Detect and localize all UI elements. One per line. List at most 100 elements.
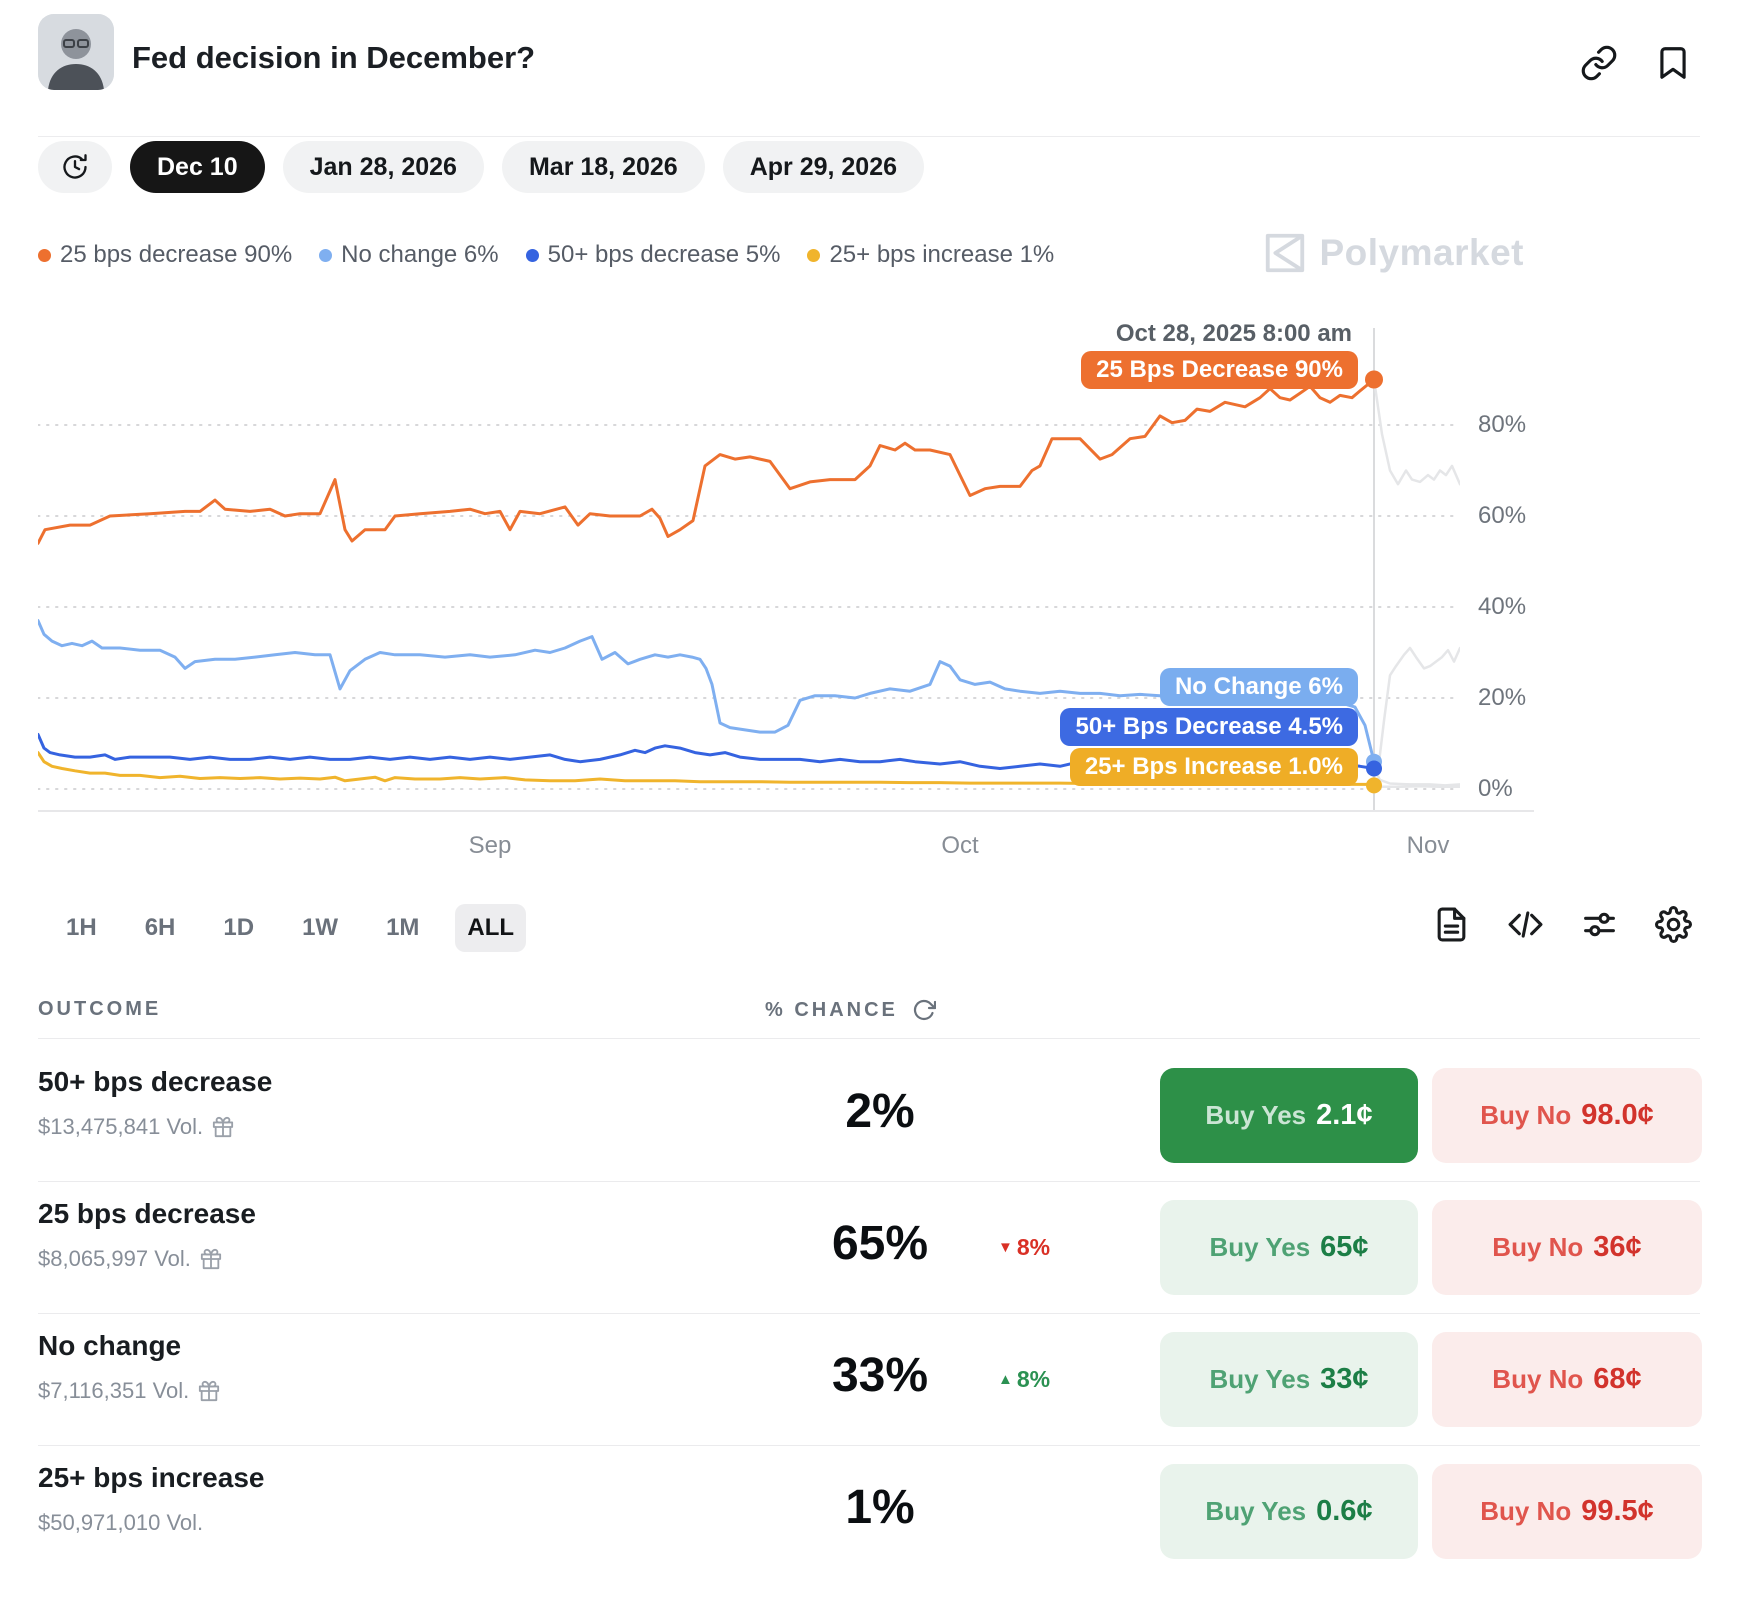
- date-tab[interactable]: Jan 28, 2026: [282, 141, 484, 193]
- buy-no-price: 68¢: [1593, 1363, 1642, 1395]
- hover-value-pill: 50+ Bps Decrease 4.5%: [1060, 708, 1358, 746]
- row-divider: [38, 1181, 1700, 1182]
- outcome-volume: $50,971,010 Vol.: [38, 1510, 203, 1536]
- bookmark-icon[interactable]: [1654, 44, 1692, 82]
- link-icon[interactable]: [1580, 44, 1618, 82]
- legend-dot-icon: [807, 248, 821, 262]
- legend-dot-icon: [38, 248, 51, 262]
- time-range-selector: 1H 6H 1D 1W 1M ALL: [54, 904, 527, 952]
- sliders-icon[interactable]: [1581, 906, 1618, 943]
- range-button-1h[interactable]: 1H: [66, 914, 97, 941]
- delta-value: 8%: [1016, 1234, 1051, 1260]
- buy-no-label: Buy No: [1480, 1100, 1572, 1130]
- clock-history-icon: [63, 154, 87, 179]
- chart-legend: 25 bps decrease 90% No change 6% 50+ bps d…: [38, 241, 1054, 269]
- chart-series-line: [38, 378, 1376, 545]
- volume-text: $7,116,351 Vol.: [38, 1378, 190, 1403]
- range-button-all[interactable]: ALL: [455, 904, 527, 952]
- chance-delta: ▲ 8%: [998, 1366, 1050, 1393]
- y-axis-tick-label: 60%: [1478, 502, 1527, 529]
- buy-no-label: Buy No: [1480, 1496, 1572, 1526]
- buy-yes-label: Buy Yes: [1209, 1232, 1311, 1262]
- x-axis-line: [38, 810, 1534, 812]
- outcome-volume: $7,116,351 Vol.: [38, 1378, 220, 1404]
- date-tabs: Dec 10 Jan 28, 2026 Mar 18, 2026 Apr 29, 20…: [38, 141, 925, 193]
- legend-item: No change 6%: [319, 241, 499, 269]
- history-tab[interactable]: [38, 141, 112, 193]
- date-tab[interactable]: Mar 18, 2026: [501, 141, 705, 193]
- delta-value: 8%: [1016, 1366, 1051, 1392]
- buy-yes-button[interactable]: Buy Yes 2.1¢: [1160, 1068, 1418, 1163]
- hover-value-pill: 25 Bps Decrease 90%: [1081, 351, 1358, 389]
- chart-series-line: [38, 751, 1376, 786]
- buy-no-label: Buy No: [1492, 1364, 1584, 1394]
- buy-yes-button[interactable]: Buy Yes 0.6¢: [1160, 1464, 1418, 1559]
- outcome-row: 50+ bps decrease $13,475,841 Vol. 2% Buy…: [0, 1050, 1738, 1182]
- outcome-name: 25 bps decrease: [38, 1198, 256, 1229]
- buy-no-button[interactable]: Buy No 98.0¢: [1432, 1068, 1702, 1163]
- gift-icon[interactable]: [212, 1116, 234, 1138]
- gear-icon[interactable]: [1655, 906, 1692, 943]
- hover-value-pill: No Change 6%: [1159, 668, 1358, 706]
- hover-point-dot: [1365, 370, 1383, 389]
- range-button-1d[interactable]: 1D: [223, 914, 255, 941]
- outcome-volume: $13,475,841 Vol.: [38, 1114, 234, 1140]
- chance-value: 65%: [831, 1217, 929, 1270]
- watermark-text: Polymarket: [1319, 232, 1524, 273]
- outcome-column-header: OUTCOME: [38, 998, 162, 1020]
- range-button-6h[interactable]: 6H: [144, 914, 176, 941]
- page-title: Fed decision in December?: [132, 40, 536, 75]
- buy-yes-button[interactable]: Buy Yes 33¢: [1160, 1332, 1418, 1427]
- outcome-row: 25 bps decrease $8,065,997 Vol. 65% ▼ 8%…: [0, 1182, 1738, 1314]
- probability-chart[interactable]: [38, 300, 1460, 812]
- outcome-name: No change: [38, 1330, 182, 1361]
- market-avatar: [38, 14, 114, 90]
- legend-label: 25 bps decrease 90%: [60, 241, 293, 268]
- legend-label: 25+ bps increase 1%: [829, 241, 1055, 268]
- header-divider: [38, 136, 1700, 137]
- y-axis-tick-label: 80%: [1478, 411, 1527, 438]
- chart-series-line: [38, 619, 1376, 764]
- polymarket-logo-icon: [1265, 233, 1304, 273]
- hover-point-dot: [1366, 760, 1382, 777]
- legend-item: 25 bps decrease 90%: [38, 241, 292, 269]
- gift-icon[interactable]: [198, 1380, 220, 1402]
- buy-no-button[interactable]: Buy No 99.5¢: [1432, 1464, 1702, 1559]
- row-divider: [38, 1445, 1700, 1446]
- row-divider: [38, 1313, 1700, 1314]
- legend-dot-icon: [525, 248, 539, 262]
- buy-no-label: Buy No: [1492, 1232, 1584, 1262]
- y-axis-tick-label: 20%: [1478, 684, 1527, 711]
- date-tab[interactable]: Dec 10: [130, 141, 265, 193]
- chance-value: 1%: [845, 1481, 915, 1534]
- legend-item: 25+ bps increase 1%: [807, 241, 1054, 269]
- x-axis-month-label: Nov: [1406, 832, 1450, 859]
- refresh-icon[interactable]: [912, 998, 936, 1022]
- range-button-1w[interactable]: 1W: [302, 914, 339, 941]
- buy-yes-price: 33¢: [1320, 1363, 1369, 1395]
- buy-yes-button[interactable]: Buy Yes 65¢: [1160, 1200, 1418, 1295]
- x-axis-month-label: Oct: [941, 832, 979, 859]
- delta-arrow-icon: ▲: [998, 1371, 1013, 1388]
- volume-text: $50,971,010 Vol.: [38, 1510, 204, 1535]
- legend-label: 50+ bps decrease 5%: [547, 241, 781, 268]
- buy-no-button[interactable]: Buy No 68¢: [1432, 1332, 1702, 1427]
- range-button-1m[interactable]: 1M: [386, 914, 420, 941]
- chance-delta: ▼ 8%: [998, 1234, 1050, 1261]
- y-axis-tick-label: 40%: [1478, 593, 1527, 620]
- chance-value: 33%: [831, 1349, 929, 1402]
- gift-icon[interactable]: [200, 1248, 222, 1270]
- legend-label: No change 6%: [341, 241, 499, 268]
- table-header-divider: [38, 1038, 1700, 1039]
- volume-text: $8,065,997 Vol.: [38, 1246, 191, 1271]
- buy-yes-label: Buy Yes: [1209, 1364, 1311, 1394]
- y-axis-tick-label: 0%: [1478, 775, 1513, 802]
- buy-yes-label: Buy Yes: [1205, 1100, 1307, 1130]
- date-tab[interactable]: Apr 29, 2026: [722, 141, 925, 193]
- outcome-row: 25+ bps increase $50,971,010 Vol. 1% Buy…: [0, 1446, 1738, 1578]
- document-icon[interactable]: [1433, 906, 1470, 943]
- buy-no-button[interactable]: Buy No 36¢: [1432, 1200, 1702, 1295]
- code-icon[interactable]: [1507, 906, 1544, 943]
- chance-value: 2%: [845, 1085, 915, 1138]
